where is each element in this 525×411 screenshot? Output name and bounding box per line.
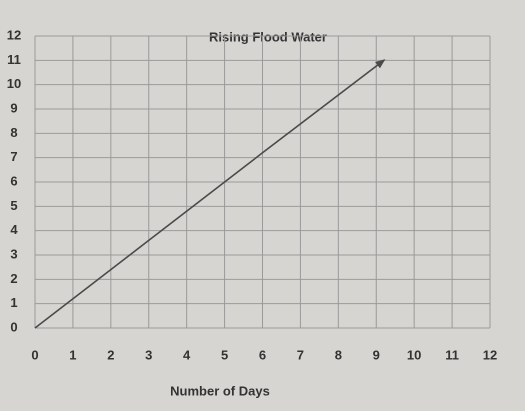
y-tick-label: 11 (7, 52, 21, 67)
x-tick-label: 4 (183, 347, 191, 362)
y-tick-label: 9 (10, 100, 17, 115)
x-tick-label: 11 (445, 347, 459, 362)
y-tick-label: 2 (10, 271, 17, 286)
x-tick-label: 12 (483, 347, 497, 362)
x-axis-label: Number of Days (170, 383, 270, 398)
data-line (34, 59, 386, 329)
x-tick-label: 8 (335, 347, 342, 362)
y-tick-label: 6 (10, 173, 17, 188)
x-tick-label: 7 (297, 347, 304, 362)
y-tick-label: 3 (10, 246, 17, 261)
x-tick-label: 0 (31, 347, 38, 362)
y-tick-label: 12 (7, 27, 21, 42)
y-tick-label: 1 (10, 295, 17, 310)
x-tick-label: 5 (221, 347, 228, 362)
x-tick-label: 2 (107, 347, 114, 362)
y-tick-label: 5 (10, 198, 17, 213)
y-tick-label: 4 (10, 222, 18, 237)
x-tick-label: 10 (407, 347, 421, 362)
y-tick-label: 10 (7, 76, 21, 91)
x-tick-label: 6 (259, 347, 266, 362)
y-tick-label: 7 (10, 149, 17, 164)
x-tick-label: 9 (373, 347, 380, 362)
x-tick-label: 1 (69, 347, 76, 362)
x-tick-label: 3 (145, 347, 152, 362)
chart-title: Rising Flood Water (209, 29, 327, 44)
y-tick-label: 0 (10, 319, 17, 334)
y-tick-label: 8 (10, 125, 17, 140)
